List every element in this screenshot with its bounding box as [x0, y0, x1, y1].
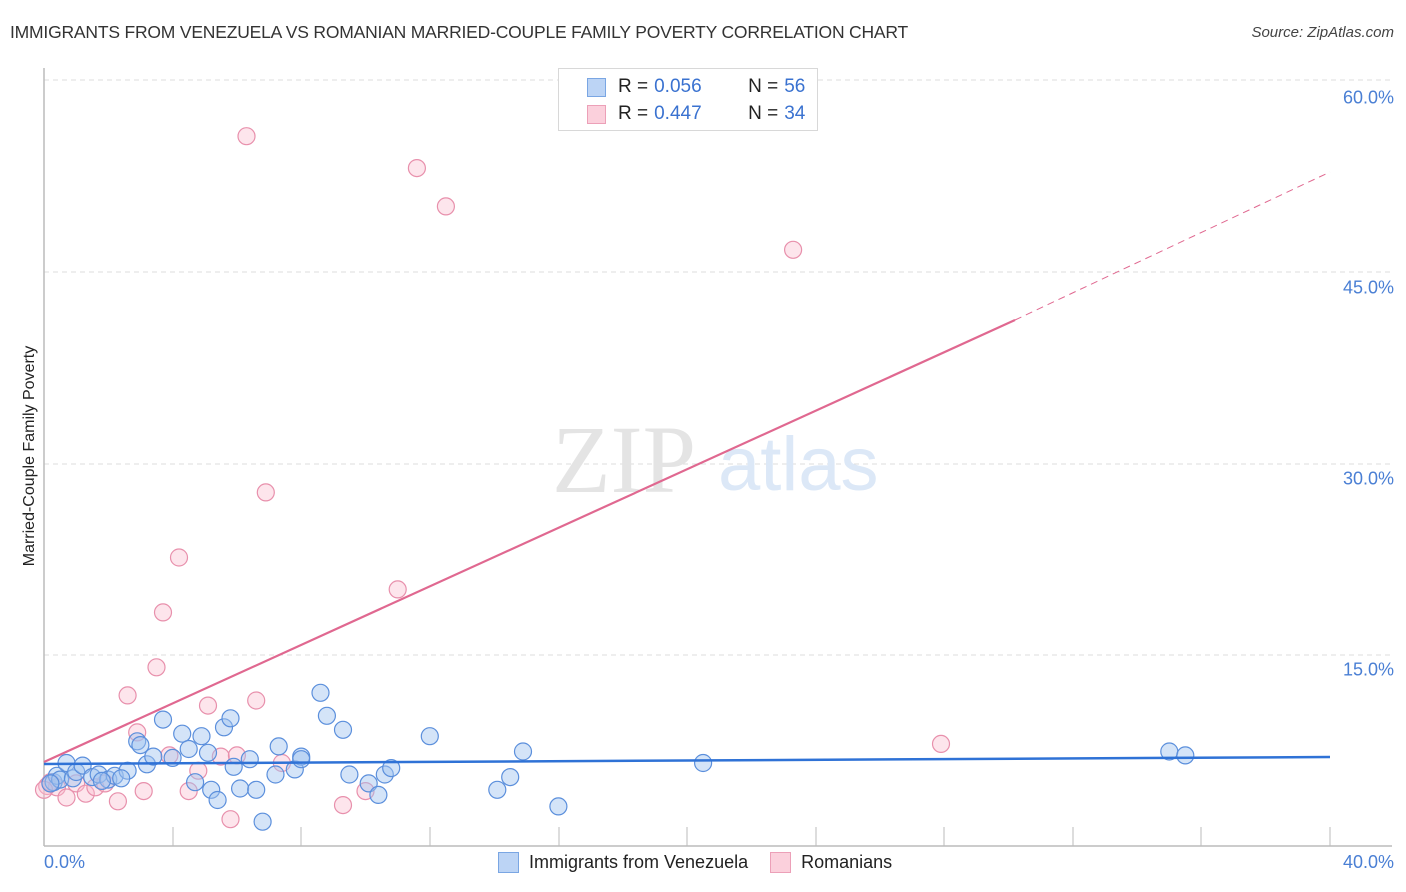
- data-point: [208, 790, 227, 810]
- legend-row-romanians: R = 0.447 N = 34: [587, 102, 805, 126]
- r-label: R =: [618, 76, 649, 97]
- data-point: [198, 696, 218, 715]
- y-tick-45: 45.0%: [1342, 277, 1394, 298]
- data-point: [317, 706, 336, 725]
- data-point: [118, 686, 137, 705]
- r-value: 0.056: [654, 76, 702, 97]
- gridlines: [44, 79, 1392, 656]
- legend-item-venezuela[interactable]: Immigrants from Venezuela: [498, 852, 748, 873]
- data-point: [340, 765, 359, 784]
- r-label: R =: [618, 103, 649, 124]
- data-point: [221, 709, 240, 728]
- romanians-trend-extension: [1014, 171, 1331, 321]
- y-axis-label: Married-Couple Family Poverty: [21, 345, 38, 567]
- data-point: [41, 774, 60, 793]
- data-point: [131, 735, 150, 755]
- data-point: [292, 750, 311, 769]
- x-tick-40: 40.0%: [1342, 852, 1394, 872]
- axes: [43, 68, 1392, 847]
- blue-swatch-icon: [498, 852, 519, 873]
- data-point: [388, 580, 407, 599]
- data-point: [311, 683, 330, 702]
- venezuela-trend-line: [43, 755, 1331, 766]
- data-point: [112, 769, 131, 788]
- data-point: [247, 780, 266, 799]
- data-point: [153, 603, 173, 622]
- y-tick-15: 15.0%: [1342, 659, 1394, 680]
- data-point: [221, 810, 240, 829]
- data-point: [1176, 746, 1195, 765]
- legend-item-romanians[interactable]: Romanians: [770, 852, 892, 873]
- source-label: Source: ZipAtlas.com: [1251, 24, 1394, 41]
- n-label: N =: [748, 76, 779, 97]
- n-value: 34: [784, 103, 806, 124]
- series-legend: Immigrants from Venezuela Romanians: [498, 852, 914, 873]
- svg-text:atlas: atlas: [718, 422, 879, 507]
- data-point: [92, 771, 112, 791]
- data-point: [382, 758, 401, 778]
- data-point: [134, 781, 153, 801]
- data-point: [333, 720, 353, 739]
- data-point: [488, 780, 507, 799]
- data-point: [247, 691, 266, 710]
- data-point: [266, 765, 285, 784]
- r-value: 0.447: [654, 103, 702, 124]
- svg-text:ZIP: ZIP: [552, 406, 696, 513]
- data-point: [147, 658, 166, 677]
- data-point: [231, 779, 250, 798]
- data-point: [420, 727, 439, 746]
- n-value: 56: [784, 76, 806, 97]
- correlation-legend: R = 0.056 N = 56 R = 0.447 N = 34: [558, 68, 818, 131]
- data-point: [501, 767, 520, 787]
- x-tick-marks: [172, 827, 1331, 846]
- legend-row-venezuela: R = 0.056 N = 56: [587, 75, 805, 99]
- data-point: [169, 548, 189, 567]
- data-point: [436, 197, 455, 216]
- data-point: [513, 742, 533, 761]
- y-tick-30: 30.0%: [1342, 468, 1394, 489]
- x-tick-0: 0.0%: [44, 852, 86, 872]
- data-point: [369, 785, 388, 805]
- chart-title: IMMIGRANTS FROM VENEZUELA VS ROMANIAN MA…: [10, 22, 909, 42]
- data-point: [57, 788, 76, 807]
- data-point: [108, 792, 128, 811]
- data-point: [179, 739, 198, 759]
- watermark: ZIP atlas: [552, 406, 879, 513]
- data-point: [693, 753, 713, 773]
- data-point: [202, 780, 221, 799]
- n-label: N =: [748, 103, 779, 124]
- data-point: [76, 784, 95, 803]
- legend-label: Immigrants from Venezuela: [529, 852, 749, 872]
- data-point: [549, 797, 568, 816]
- data-point: [153, 710, 173, 729]
- data-point: [237, 127, 256, 146]
- data-point: [269, 737, 288, 756]
- data-point: [179, 781, 198, 801]
- data-point: [214, 718, 234, 737]
- pink-swatch-icon: [587, 104, 606, 124]
- data-point: [240, 750, 259, 769]
- data-point: [224, 757, 243, 776]
- trend-lines: [43, 171, 1331, 766]
- data-point: [333, 795, 353, 815]
- pink-swatch-icon: [770, 852, 792, 873]
- data-point: [118, 761, 137, 780]
- y-tick-60: 60.0%: [1342, 87, 1394, 108]
- data-point: [931, 734, 951, 754]
- data-point: [198, 743, 218, 762]
- data-point: [144, 747, 163, 766]
- romanians-trend-line: [43, 318, 1016, 764]
- legend-label: Romanians: [801, 852, 893, 872]
- data-point: [173, 724, 192, 743]
- data-point: [253, 812, 272, 831]
- data-point: [256, 483, 275, 502]
- data-point: [186, 773, 205, 792]
- data-point: [783, 240, 803, 259]
- blue-swatch-icon: [587, 77, 606, 97]
- data-point: [407, 159, 426, 178]
- data-point: [192, 727, 211, 746]
